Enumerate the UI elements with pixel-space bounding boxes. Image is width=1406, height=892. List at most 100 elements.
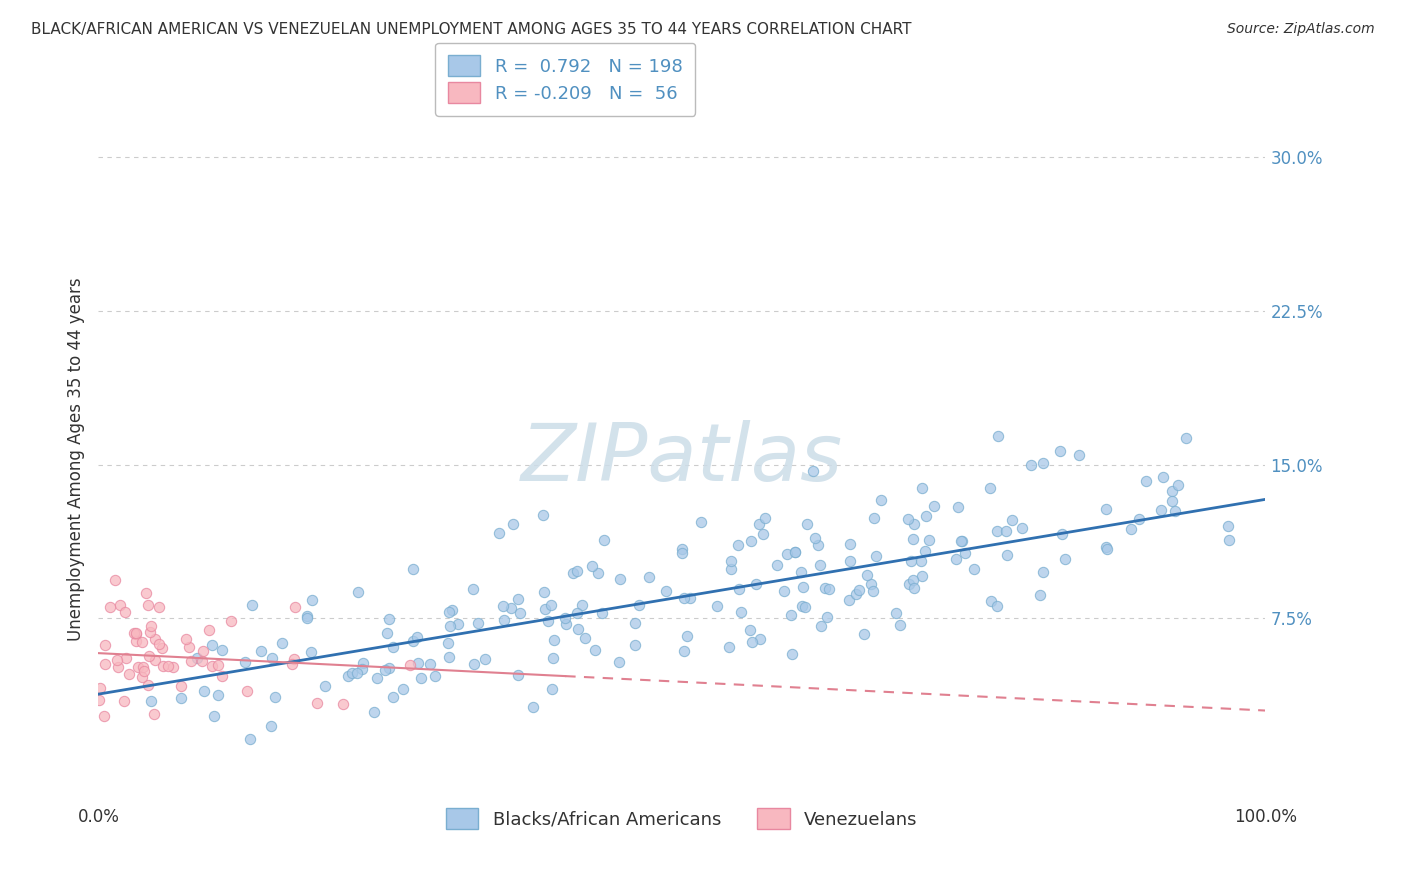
Point (583, 643, 606, 657)
Point (399, 658, 422, 673)
Point (628, 599, 651, 613)
Point (488, 526, 510, 541)
Point (889, 617, 911, 632)
Point (522, 700, 544, 714)
Point (803, 464, 825, 478)
Point (378, 661, 401, 675)
Point (180, 654, 202, 668)
Point (148, 637, 170, 651)
Point (838, 554, 860, 568)
Point (332, 697, 354, 711)
Point (211, 643, 233, 657)
Point (463, 657, 485, 672)
Point (838, 537, 860, 551)
Point (1152, 469, 1174, 483)
Point (156, 659, 179, 673)
Point (463, 582, 485, 596)
Point (543, 633, 565, 648)
Point (1049, 444, 1071, 458)
Point (766, 558, 789, 572)
Point (900, 554, 922, 568)
Point (963, 562, 986, 576)
Point (411, 671, 433, 685)
Point (567, 622, 589, 636)
Point (623, 615, 645, 630)
Point (537, 614, 560, 628)
Point (745, 576, 768, 591)
Point (198, 623, 221, 637)
Point (720, 562, 742, 576)
Point (1053, 551, 1076, 566)
Point (910, 554, 932, 568)
Point (201, 658, 224, 673)
Point (143, 653, 166, 667)
Point (869, 493, 891, 508)
Point (903, 516, 925, 531)
Point (1135, 474, 1157, 488)
Point (1218, 518, 1240, 533)
Point (676, 629, 699, 643)
Point (1019, 458, 1042, 472)
Point (221, 614, 243, 628)
Point (884, 607, 907, 621)
Point (202, 709, 225, 723)
Point (609, 572, 631, 586)
Point (501, 600, 523, 615)
Point (352, 656, 374, 670)
Point (169, 679, 191, 693)
Point (297, 609, 319, 624)
Point (207, 658, 229, 673)
Point (135, 585, 157, 599)
Point (1167, 478, 1189, 492)
Y-axis label: Unemployment Among Ages 35 to 44 years: Unemployment Among Ages 35 to 44 years (66, 277, 84, 641)
Point (406, 657, 429, 671)
Point (808, 558, 831, 573)
Point (447, 616, 470, 631)
Point (406, 630, 429, 644)
Point (741, 634, 763, 648)
Point (150, 640, 173, 655)
Point (785, 545, 807, 559)
Point (776, 547, 799, 561)
Point (856, 567, 879, 582)
Point (125, 626, 148, 640)
Point (139, 624, 162, 639)
Point (986, 599, 1008, 614)
Point (804, 531, 827, 545)
Text: Source: ZipAtlas.com: Source: ZipAtlas.com (1227, 22, 1375, 37)
Point (541, 681, 564, 696)
Point (779, 608, 801, 623)
Point (270, 636, 292, 650)
Point (903, 581, 925, 595)
Point (995, 548, 1018, 562)
Point (346, 584, 368, 599)
Point (655, 583, 678, 598)
Point (142, 707, 165, 722)
Point (949, 534, 972, 549)
Point (125, 625, 148, 640)
Point (979, 481, 1001, 495)
Point (366, 671, 388, 685)
Point (914, 544, 936, 558)
Point (853, 627, 876, 641)
Point (474, 651, 496, 665)
Point (780, 647, 803, 661)
Point (437, 636, 460, 650)
Point (207, 688, 229, 702)
Point (748, 632, 770, 646)
Point (790, 599, 813, 613)
Point (980, 593, 1002, 607)
Point (785, 545, 807, 559)
Point (437, 649, 460, 664)
Point (350, 662, 373, 676)
Point (581, 559, 603, 574)
Point (540, 598, 562, 612)
Point (132, 664, 155, 678)
Point (1121, 522, 1143, 536)
Point (565, 606, 588, 620)
Point (555, 616, 578, 631)
Point (673, 644, 696, 658)
Point (141, 619, 163, 633)
Point (1128, 512, 1150, 526)
Point (152, 658, 174, 673)
